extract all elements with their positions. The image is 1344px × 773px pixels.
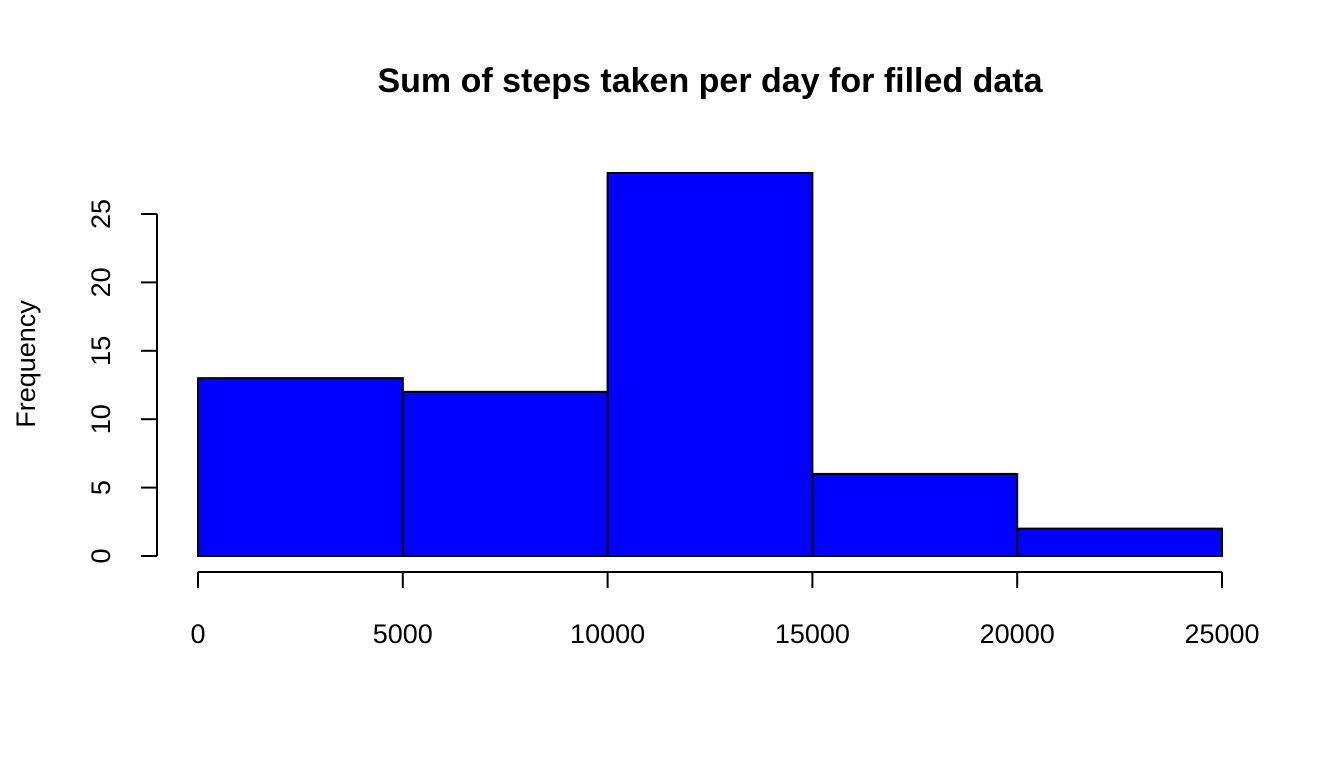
x-tick-label-0: 0 bbox=[190, 619, 205, 649]
y-axis: 0 5 10 15 20 25 bbox=[86, 199, 158, 564]
x-axis: 0 5000 10000 15000 20000 25000 bbox=[190, 571, 1260, 649]
x-tick-label-15000: 15000 bbox=[775, 619, 850, 649]
y-axis-label: Frequency bbox=[11, 300, 41, 428]
y-tick-label-20: 20 bbox=[86, 267, 116, 297]
chart-title: Sum of steps taken per day for filled da… bbox=[377, 62, 1043, 100]
y-tick-label-5: 5 bbox=[86, 480, 116, 495]
histogram-bar-2 bbox=[401, 390, 609, 557]
x-tick-label-20000: 20000 bbox=[980, 619, 1055, 649]
histogram-bar-5 bbox=[1016, 527, 1224, 558]
x-tick-label-10000: 10000 bbox=[570, 619, 645, 649]
x-tick-label-25000: 25000 bbox=[1184, 619, 1259, 649]
histogram-bar-3 bbox=[606, 171, 814, 558]
y-tick-label-10: 10 bbox=[86, 404, 116, 434]
x-tick-label-5000: 5000 bbox=[373, 619, 433, 649]
bars-layer bbox=[197, 171, 1224, 558]
histogram-bar-4 bbox=[811, 472, 1019, 558]
y-tick-label-25: 25 bbox=[86, 199, 116, 229]
y-tick-label-15: 15 bbox=[86, 336, 116, 366]
y-tick-label-0: 0 bbox=[86, 548, 116, 563]
histogram-bar-1 bbox=[197, 377, 404, 557]
